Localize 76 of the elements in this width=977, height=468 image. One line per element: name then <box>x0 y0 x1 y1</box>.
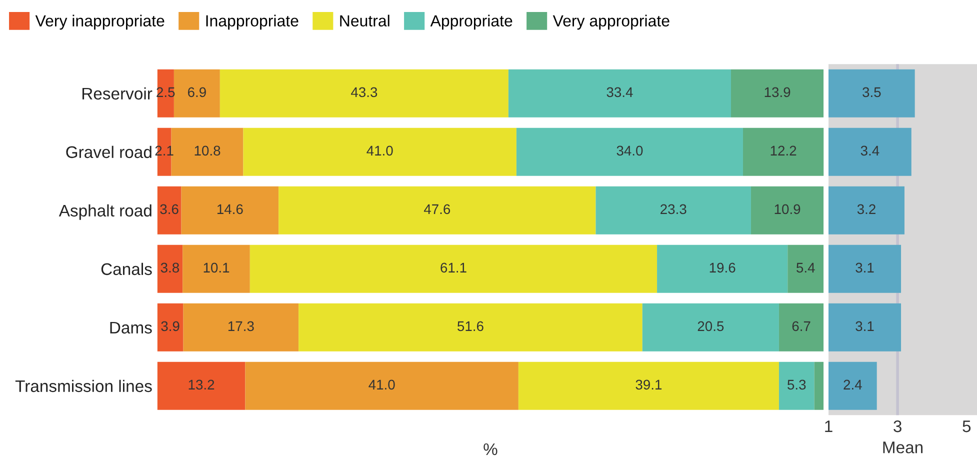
data-label: 23.3 <box>660 204 686 214</box>
y-tick-label: Canals <box>101 262 152 276</box>
data-label: 41.0 <box>366 146 393 156</box>
bar <box>220 69 508 118</box>
y-tick-label: Asphalt road <box>58 204 152 220</box>
legend-label: Appropriate <box>430 14 512 30</box>
bar <box>157 303 184 352</box>
data-label: 10.9 <box>774 204 800 214</box>
data-label: 14.6 <box>217 204 243 214</box>
bar <box>183 303 299 352</box>
data-label: 10.8 <box>194 146 220 156</box>
x-tick-label: 5 <box>962 420 971 432</box>
data-label: 39.1 <box>636 380 662 390</box>
bar <box>814 362 824 410</box>
bar <box>750 186 824 234</box>
bar <box>157 244 183 293</box>
bar <box>730 69 824 118</box>
data-label: 2.4 <box>844 380 862 390</box>
data-label: 12.2 <box>770 146 796 156</box>
data-label: 3.2 <box>857 204 876 214</box>
x-tick-label: 1 <box>825 420 832 432</box>
y-tick-label: Reservoir <box>82 87 152 100</box>
bar <box>181 186 279 234</box>
data-label: 61.1 <box>440 262 466 273</box>
bar <box>596 186 751 234</box>
legend-label: Neutral <box>340 14 390 26</box>
legend-label: Very appropriate <box>552 14 670 30</box>
data-label: 17.3 <box>228 321 254 332</box>
data-label: 3.9 <box>161 321 180 332</box>
bar <box>788 244 824 293</box>
data-label: 3.1 <box>856 321 874 332</box>
data-label: 47.6 <box>424 204 450 214</box>
x-tick-label: 3 <box>894 420 902 432</box>
data-label: 13.2 <box>188 380 214 390</box>
legend-label: Very inappropriate <box>35 14 164 30</box>
bar <box>508 69 731 118</box>
data-label: 10.1 <box>204 262 230 273</box>
bar <box>278 186 596 234</box>
bar <box>518 362 779 410</box>
data-label: 33.4 <box>606 87 633 98</box>
bar <box>243 128 516 176</box>
data-label: 13.9 <box>764 87 790 98</box>
bar <box>642 303 779 352</box>
data-label: 19.6 <box>710 262 736 273</box>
data-label: 6.7 <box>792 321 810 332</box>
y-tick-label: Gravel road <box>66 146 152 158</box>
data-label: 43.3 <box>350 87 378 98</box>
bar <box>157 362 246 410</box>
bar <box>157 186 182 234</box>
data-label: 3.1 <box>856 262 874 273</box>
bar <box>182 244 250 293</box>
bar <box>245 362 518 410</box>
y-tick-label: Transmission lines <box>15 380 152 392</box>
bar <box>657 244 788 293</box>
bar <box>516 128 743 176</box>
data-label: 3.5 <box>862 87 881 98</box>
bar <box>174 69 220 118</box>
legend-label: Inappropriate <box>206 14 298 30</box>
bar <box>778 362 814 410</box>
data-label: 3.8 <box>160 262 180 273</box>
x-axis-title: Mean <box>883 442 923 454</box>
y-tick-label: Dams <box>110 322 152 334</box>
bar <box>250 244 658 293</box>
bar <box>742 128 824 176</box>
data-label: 6.9 <box>188 87 206 98</box>
data-label: 34.0 <box>616 146 643 156</box>
data-label: 3.6 <box>160 204 178 214</box>
bar <box>778 303 824 352</box>
x-axis-title: % <box>484 443 498 456</box>
data-label: 41.0 <box>368 380 395 390</box>
data-label: 3.4 <box>860 146 880 156</box>
bar <box>298 303 642 352</box>
data-label: 51.6 <box>458 321 484 332</box>
data-label: 5.3 <box>788 380 806 390</box>
data-label: 5.4 <box>796 262 815 273</box>
data-label: 20.5 <box>698 321 724 332</box>
